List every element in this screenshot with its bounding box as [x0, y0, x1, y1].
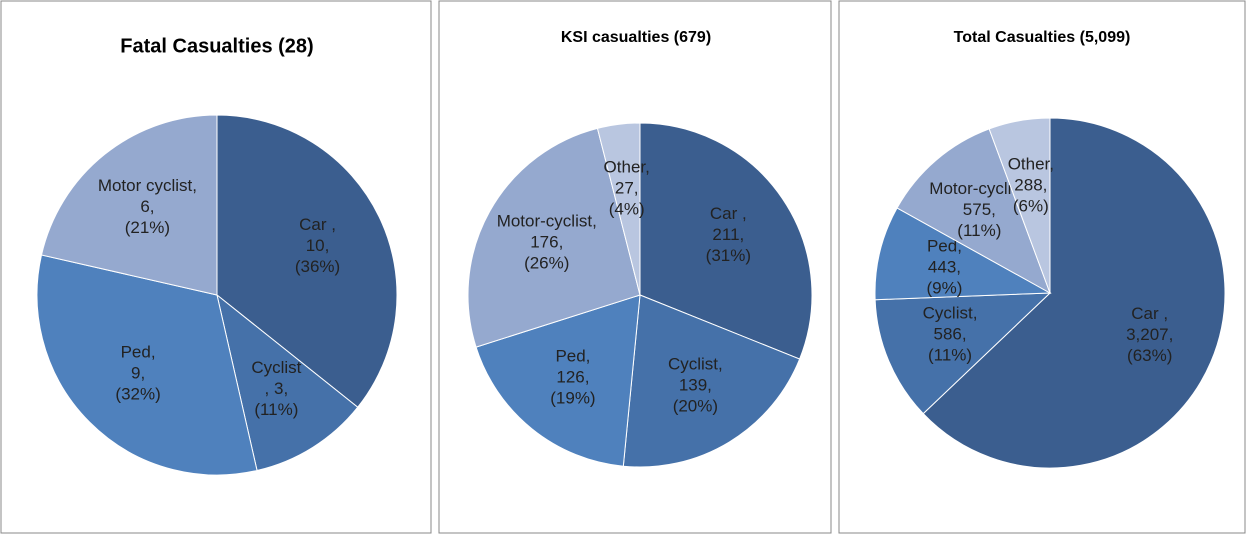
chart-title: Fatal Casualties (28) — [120, 35, 313, 57]
category-label: Motor-cyclist, — [929, 179, 1029, 198]
category-label: Ped, — [555, 346, 590, 365]
percent-label: (21%) — [125, 218, 170, 237]
pie-slice — [922, 117, 1226, 469]
pie-slice — [596, 122, 641, 296]
pie-slice — [639, 122, 813, 360]
percent-label: (11%) — [928, 346, 972, 365]
pie-slice — [988, 117, 1051, 294]
pie-slice — [475, 294, 641, 467]
pie-slice — [467, 127, 641, 348]
percent-label: (63%) — [1127, 346, 1172, 365]
pie-slice — [216, 114, 398, 408]
percent-label: (20%) — [673, 397, 718, 416]
pie-slice — [216, 293, 359, 472]
percent-label: (11%) — [957, 221, 1001, 240]
percent-label: (32%) — [115, 384, 160, 403]
value-label: 10, — [306, 236, 330, 255]
value-label: 6, — [140, 197, 154, 216]
pie-slice — [622, 294, 801, 468]
category-label: Motor cyclist, — [98, 176, 197, 195]
value-label: 27, — [615, 179, 639, 198]
category-label: Other, — [1008, 155, 1054, 174]
category-label: Motor-cyclist, — [497, 212, 597, 231]
pie-slice — [896, 128, 1051, 295]
category-label: Other, — [604, 158, 650, 177]
value-label: 126, — [556, 367, 589, 386]
value-label: 443, — [928, 257, 961, 276]
percent-label: (4%) — [609, 200, 645, 219]
category-label: Cyclist — [251, 358, 301, 377]
category-label: Car , — [299, 215, 336, 234]
percent-label: (9%) — [927, 278, 963, 297]
category-label: Car , — [710, 204, 747, 223]
value-label: 586, — [933, 325, 966, 344]
pie-slice — [36, 254, 258, 476]
value-label: 3,207, — [1126, 325, 1173, 344]
value-label: 288, — [1014, 176, 1047, 195]
pie-slice — [40, 114, 218, 296]
value-label: 575, — [963, 200, 996, 219]
category-label: Ped, — [927, 236, 962, 255]
value-label: 176, — [530, 233, 563, 252]
category-label: Ped, — [121, 342, 156, 361]
percent-label: (26%) — [524, 254, 569, 273]
value-label: 139, — [679, 376, 712, 395]
percent-label: (6%) — [1013, 197, 1049, 216]
value-label: 211, — [712, 225, 744, 244]
value-label: , 3, — [265, 379, 289, 398]
panel — [838, 0, 1246, 534]
percent-label: (31%) — [706, 246, 751, 265]
value-label: 9, — [131, 363, 145, 382]
category-label: Car , — [1131, 304, 1168, 323]
pie-slice — [874, 207, 1052, 301]
percent-label: (19%) — [550, 388, 595, 407]
panel — [0, 0, 432, 534]
chart-title: Total Casualties (5,099) — [954, 29, 1131, 46]
pie-slice — [874, 292, 1052, 415]
chart-title: KSI casualties (679) — [561, 29, 711, 46]
percent-label: (11%) — [254, 400, 298, 419]
category-label: Cyclist, — [923, 304, 978, 323]
panel — [438, 0, 832, 534]
category-label: Cyclist, — [668, 355, 723, 374]
percent-label: (36%) — [295, 257, 340, 276]
